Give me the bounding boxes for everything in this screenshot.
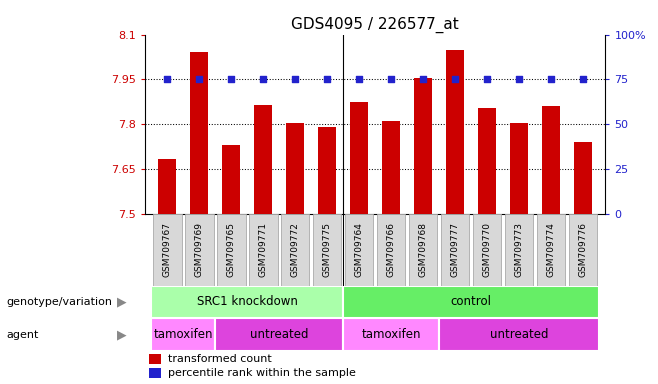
Bar [216, 214, 245, 286]
Bar [151, 318, 215, 351]
Text: GSM709769: GSM709769 [195, 222, 203, 277]
Bar [151, 286, 343, 318]
Text: genotype/variation: genotype/variation [7, 297, 113, 307]
Bar [574, 142, 592, 214]
Bar [313, 214, 342, 286]
Bar [345, 214, 374, 286]
Text: GSM709765: GSM709765 [226, 222, 236, 277]
Bar [149, 367, 161, 378]
Bar [343, 318, 439, 351]
Bar [190, 53, 208, 214]
Point [258, 76, 268, 83]
Point [162, 76, 172, 83]
Bar [343, 286, 599, 318]
Text: agent: agent [7, 329, 39, 339]
Point [226, 76, 236, 83]
Bar [149, 354, 161, 364]
Bar [215, 318, 343, 351]
Text: control: control [451, 295, 492, 308]
Bar [415, 78, 432, 214]
Bar [185, 214, 214, 286]
Bar [249, 214, 278, 286]
Text: GSM709764: GSM709764 [355, 222, 364, 277]
Text: transformed count: transformed count [168, 354, 272, 364]
Text: GSM709775: GSM709775 [322, 222, 332, 277]
Text: untreated: untreated [250, 328, 309, 341]
Bar [505, 214, 534, 286]
Point [386, 76, 396, 83]
Point [578, 76, 588, 83]
Bar [478, 108, 496, 214]
Bar [254, 105, 272, 214]
Point [545, 76, 556, 83]
Text: percentile rank within the sample: percentile rank within the sample [168, 368, 356, 378]
Bar [318, 127, 336, 214]
Point [322, 76, 332, 83]
Bar [281, 214, 309, 286]
Point [418, 76, 428, 83]
Bar [159, 159, 176, 214]
Bar [439, 318, 599, 351]
Text: GSM709768: GSM709768 [418, 222, 428, 277]
Bar [409, 214, 438, 286]
Text: GSM709771: GSM709771 [259, 222, 268, 277]
Title: GDS4095 / 226577_at: GDS4095 / 226577_at [291, 17, 459, 33]
Point [514, 76, 524, 83]
Text: ▶: ▶ [117, 328, 126, 341]
Text: SRC1 knockdown: SRC1 knockdown [197, 295, 297, 308]
Point [354, 76, 365, 83]
Text: untreated: untreated [490, 328, 548, 341]
Bar [350, 102, 368, 214]
Text: GSM709772: GSM709772 [291, 222, 299, 277]
Text: ▶: ▶ [117, 295, 126, 308]
Bar [536, 214, 565, 286]
Text: GSM709777: GSM709777 [451, 222, 459, 277]
Text: GSM709774: GSM709774 [547, 222, 555, 277]
Point [290, 76, 300, 83]
Bar [222, 145, 240, 214]
Point [194, 76, 205, 83]
Bar [510, 123, 528, 214]
Point [482, 76, 492, 83]
Bar [441, 214, 469, 286]
Bar [542, 106, 560, 214]
Bar [446, 50, 464, 214]
Bar [376, 214, 405, 286]
Text: GSM709766: GSM709766 [386, 222, 395, 277]
Bar [472, 214, 501, 286]
Text: tamoxifen: tamoxifen [153, 328, 213, 341]
Bar [153, 214, 182, 286]
Text: GSM709770: GSM709770 [482, 222, 492, 277]
Text: GSM709776: GSM709776 [578, 222, 588, 277]
Bar [569, 214, 597, 286]
Text: GSM709773: GSM709773 [515, 222, 524, 277]
Text: tamoxifen: tamoxifen [361, 328, 421, 341]
Bar [382, 121, 400, 214]
Text: GSM709767: GSM709767 [163, 222, 172, 277]
Point [450, 76, 461, 83]
Bar [286, 123, 304, 214]
